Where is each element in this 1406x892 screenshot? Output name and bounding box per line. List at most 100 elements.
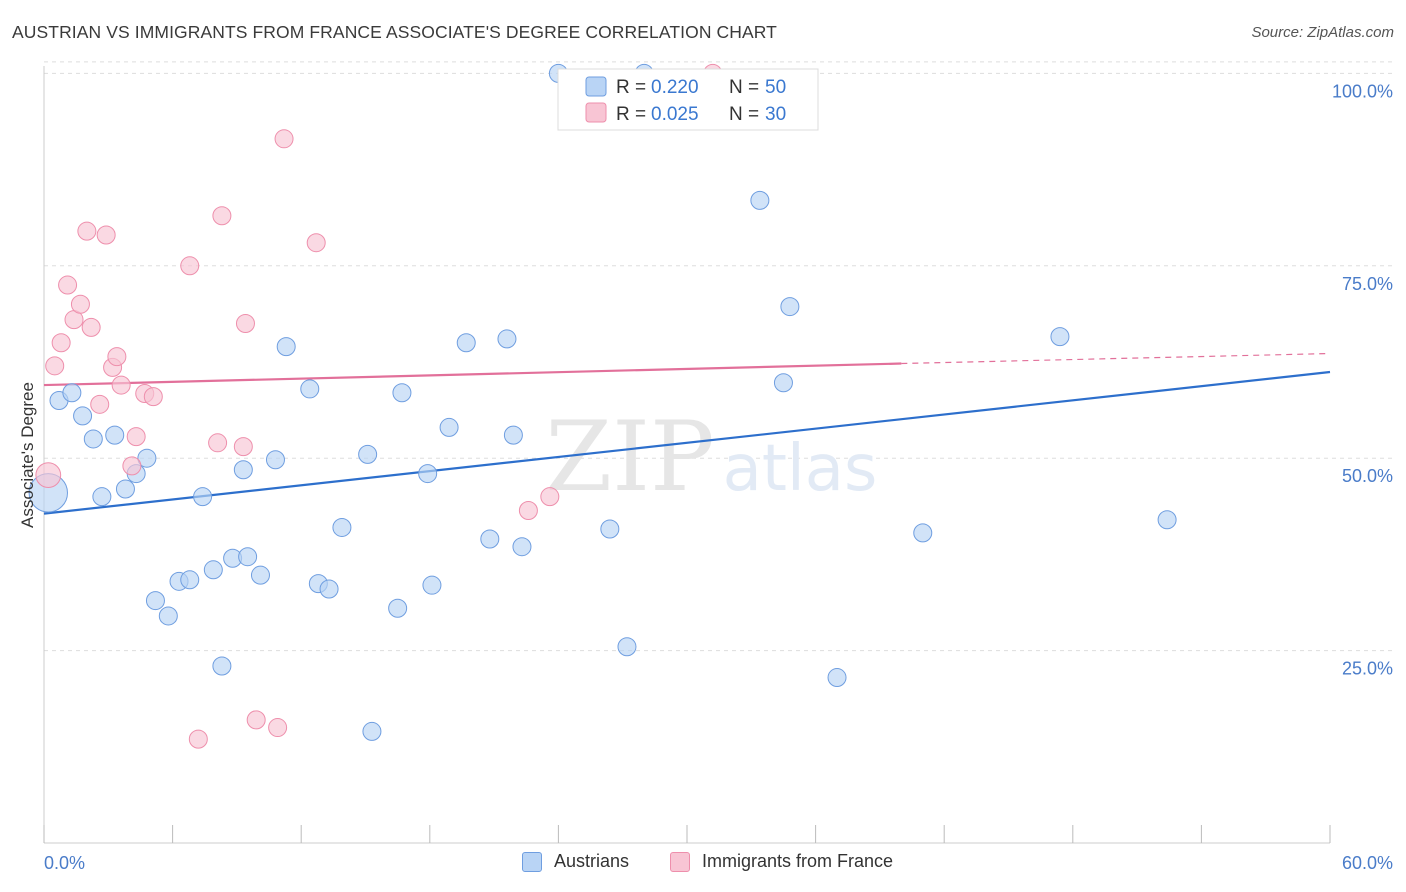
- source-label: Source: ZipAtlas.com: [1251, 24, 1394, 41]
- france-point-27: [540, 487, 560, 507]
- france-point-2: [58, 275, 78, 295]
- france-point-16: [180, 256, 200, 276]
- tick-labels: 25.0% 50.0% 75.0% 100.0% 0.0% 60.0%: [44, 81, 1393, 873]
- austrians-point-43: [773, 373, 793, 393]
- france-point-20: [233, 437, 253, 457]
- austrians-point-30: [418, 464, 438, 484]
- legend-r-label-austrians: R =: [616, 77, 651, 98]
- austrians-point-20: [265, 450, 285, 470]
- austrians-point-17: [233, 460, 253, 480]
- france-point-7: [90, 394, 110, 414]
- france-point-6: [81, 317, 101, 337]
- austrians-point-19: [250, 565, 270, 585]
- legend-swatch-austrians-bottom: [522, 851, 542, 872]
- austrians-point-13: [193, 487, 213, 507]
- austrians-point-39: [600, 519, 620, 539]
- austrians-point-12: [180, 570, 200, 590]
- france-point-8: [96, 225, 116, 245]
- austrians-point-3: [83, 429, 103, 449]
- legend-n-value-france: 30: [765, 104, 786, 125]
- austrians-point-46: [913, 523, 933, 543]
- france-point-12: [122, 456, 142, 476]
- austrians-point-10: [158, 606, 178, 626]
- austrians-point-42: [750, 190, 770, 210]
- austrians-point-34: [480, 529, 500, 549]
- france-point-17: [188, 729, 208, 749]
- france-point-21: [235, 314, 255, 334]
- y-tick-label-2: 75.0%: [1342, 274, 1393, 294]
- x-tick-label-0: 0.0%: [44, 853, 85, 873]
- legend-swatch-france: [585, 102, 607, 123]
- austrians-point-8: [137, 448, 157, 468]
- austrians-point-4: [92, 487, 112, 507]
- austrians-point-36: [503, 425, 523, 445]
- axes: [43, 66, 1331, 844]
- france-trend-line: [43, 362, 902, 387]
- legend-item-austrians: Austrians: [522, 851, 629, 872]
- legend-swatch-france-bottom: [670, 851, 690, 872]
- france-point-18: [208, 433, 228, 453]
- austrians-point-21: [276, 337, 296, 357]
- austrians-point-26: [358, 444, 378, 464]
- austrians-point-31: [422, 575, 442, 595]
- austrians-point-1: [62, 383, 82, 403]
- austrians-point-22: [300, 379, 320, 399]
- austrians-point-27: [362, 721, 382, 741]
- x-tick-label-1: 60.0%: [1342, 853, 1393, 873]
- austrians-point-25: [332, 517, 352, 537]
- austrians-point-28: [388, 598, 408, 618]
- legend-r-label-france: R =: [616, 104, 651, 125]
- legend-label-austrians: Austrians: [554, 851, 630, 871]
- france-point-4: [70, 294, 90, 314]
- chart-title: AUSTRIAN VS IMMIGRANTS FROM FRANCE ASSOC…: [12, 22, 777, 42]
- austrians-point-47: [1050, 327, 1070, 347]
- france-point-0: [45, 356, 65, 376]
- austrians-point-35: [497, 329, 517, 349]
- austrians-point-40: [617, 637, 637, 657]
- austrians-point-48: [1157, 510, 1177, 530]
- austrians-point-45: [827, 668, 847, 688]
- france-point-25: [306, 233, 326, 253]
- austrians-point-18: [238, 547, 258, 567]
- legend-bottom: Austrians Immigrants from France: [0, 851, 1406, 879]
- austrians-point-37: [512, 537, 532, 557]
- trend-lines: [43, 352, 1331, 515]
- y-tick-label-1: 50.0%: [1342, 466, 1393, 486]
- watermark: ZIP atlas: [545, 401, 877, 513]
- legend-n-label-austrians: N =: [729, 77, 764, 98]
- france-point-26: [518, 501, 538, 521]
- france-point-13: [126, 427, 146, 447]
- data-points: [28, 63, 1177, 749]
- legend-r-value-austrians: 0.220: [651, 77, 699, 98]
- france-point-22: [246, 710, 266, 730]
- france-point-15: [143, 387, 163, 407]
- y-tick-label-3: 100.0%: [1332, 81, 1393, 101]
- austrians-point-15: [212, 656, 232, 676]
- y-tick-label-0: 25.0%: [1342, 659, 1393, 679]
- france-point-23: [268, 718, 288, 738]
- france-point-10: [107, 347, 127, 367]
- austrians-point-2: [73, 406, 93, 426]
- france-trend-line-extension: [901, 352, 1331, 365]
- legend-n-label-france: N =: [729, 104, 764, 125]
- austrians-point-14: [203, 560, 223, 580]
- austrians-point-5: [105, 425, 125, 445]
- legend-item-france: Immigrants from France: [670, 851, 893, 872]
- legend-top: R = 0.220 N = 50 R = 0.025 N = 30: [557, 68, 819, 131]
- y-axis-label: Associate's Degree: [18, 382, 37, 528]
- france-point-5: [77, 221, 97, 241]
- austrians-point-32: [439, 417, 459, 437]
- france-point-24: [274, 129, 294, 149]
- austrians-point-44: [780, 297, 800, 317]
- legend-r-value-france: 0.025: [651, 104, 699, 125]
- legend-swatch-austrians: [585, 76, 607, 97]
- france-point-29: [35, 462, 62, 489]
- france-point-11: [111, 375, 131, 395]
- france-point-19: [212, 206, 232, 226]
- legend-n-value-austrians: 50: [765, 77, 786, 98]
- austrians-point-29: [392, 383, 412, 403]
- legend-label-france: Immigrants from France: [702, 851, 894, 871]
- austrians-point-6: [115, 479, 135, 499]
- austrians-trend-line: [43, 370, 1331, 515]
